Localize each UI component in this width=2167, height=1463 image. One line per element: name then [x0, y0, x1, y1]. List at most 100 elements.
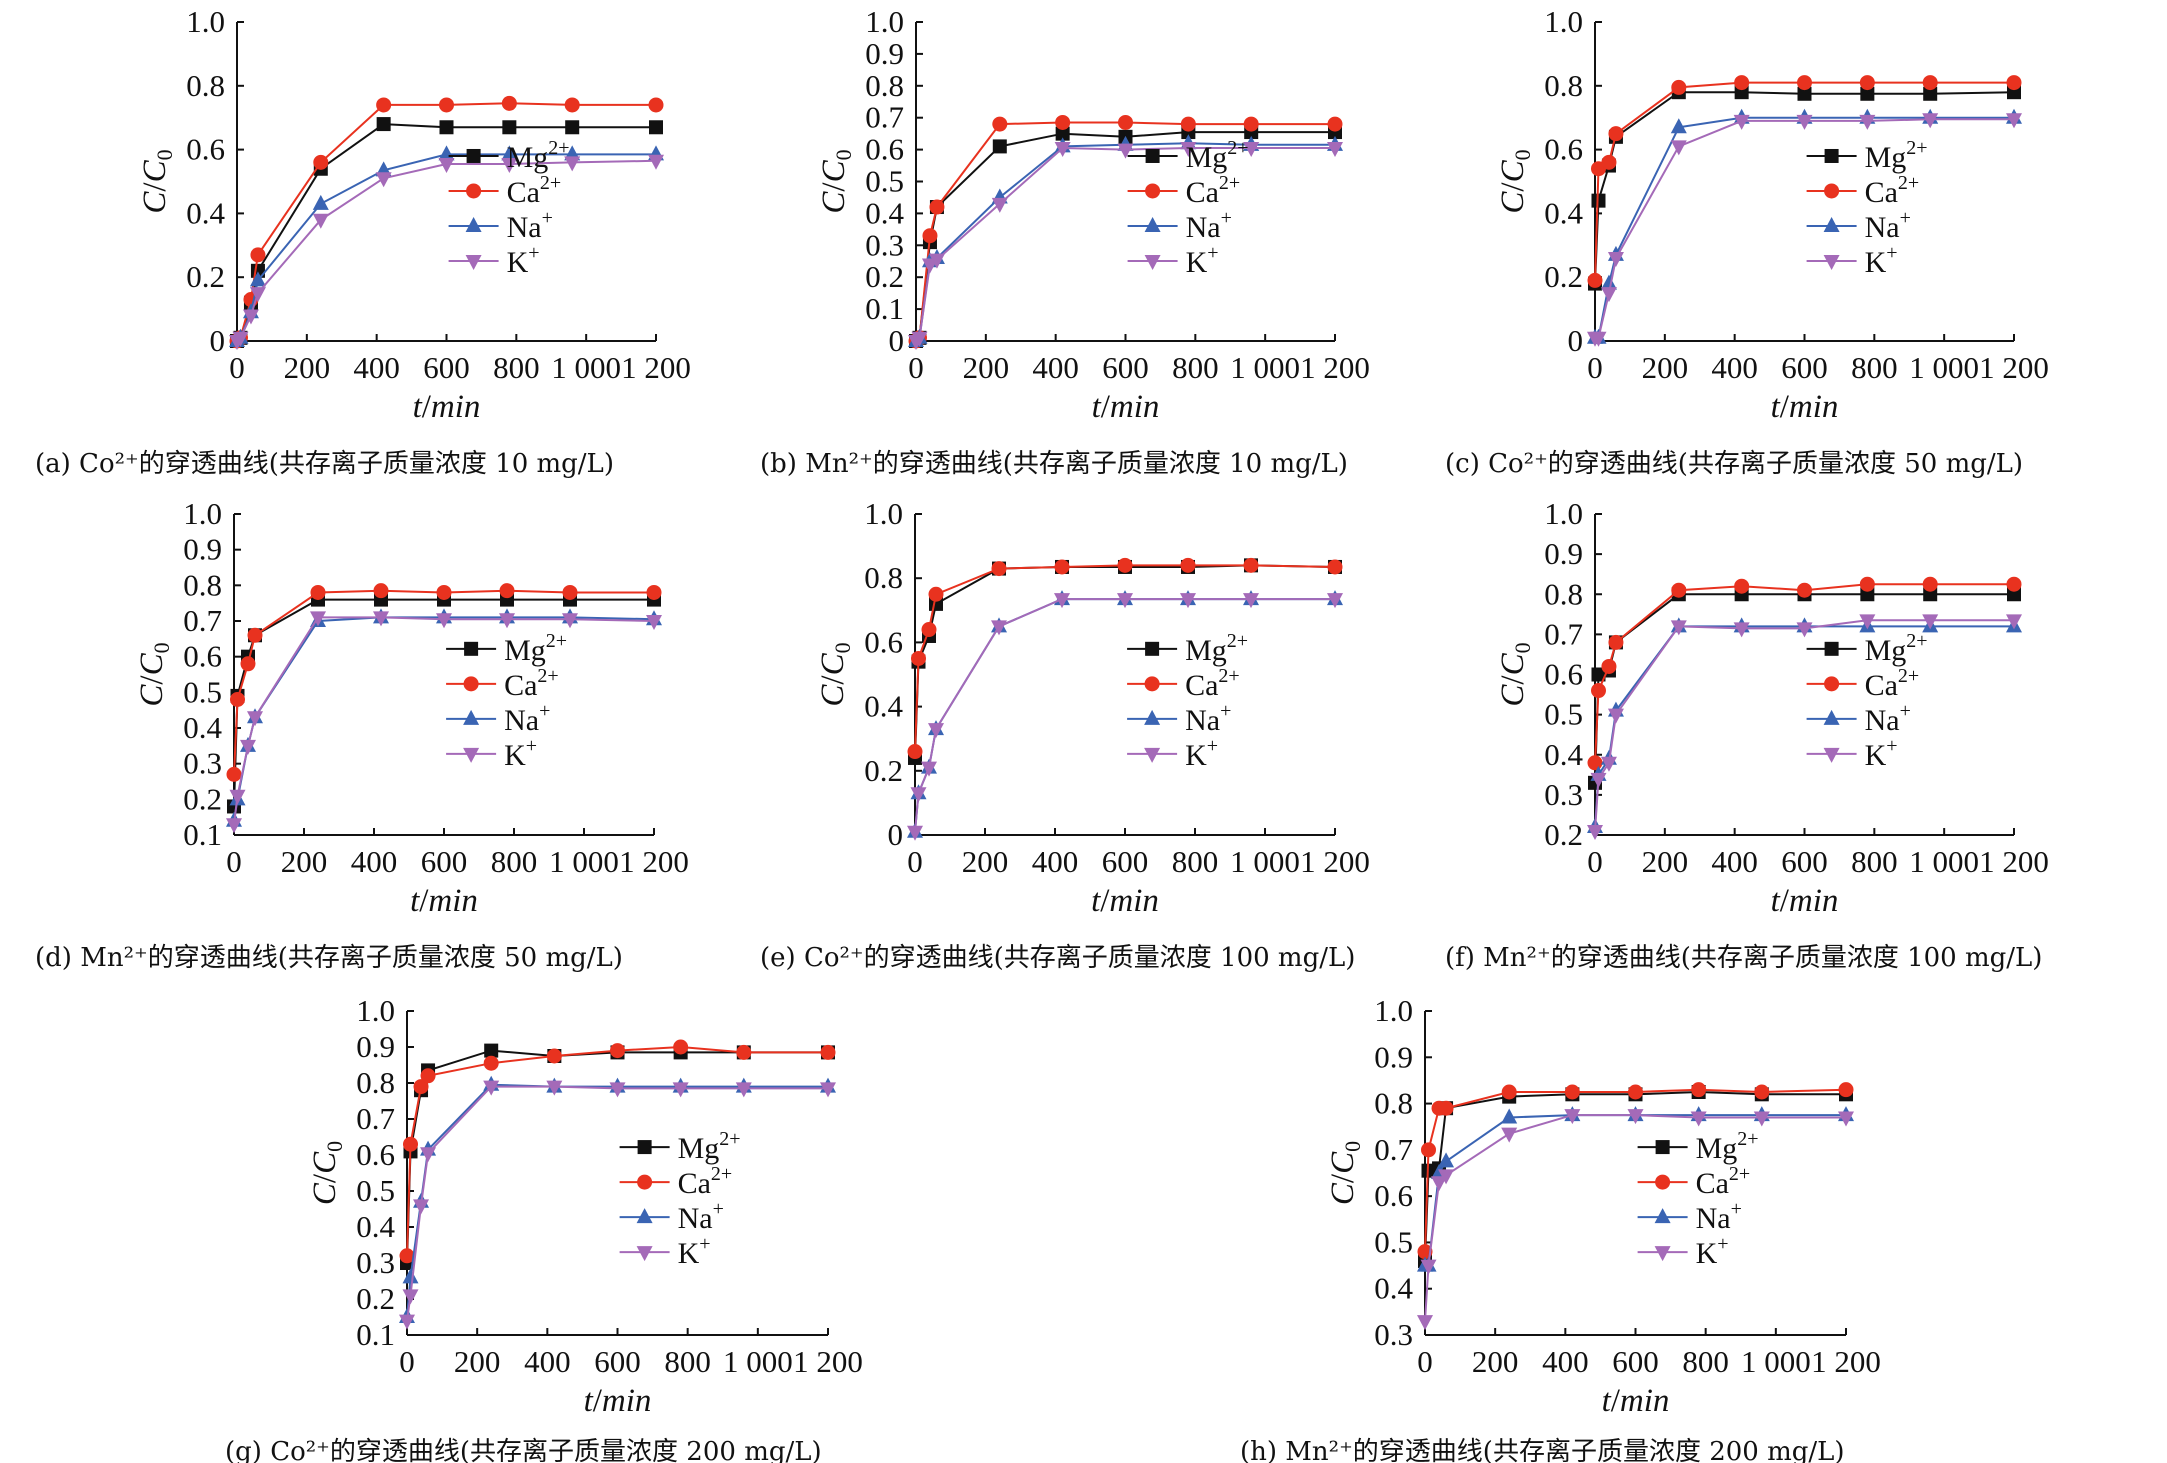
legend-marker-ca	[1824, 183, 1840, 199]
x-axis-label: t/min	[413, 389, 481, 425]
data-point-k	[240, 739, 256, 755]
x-axis-label: t/min	[410, 883, 478, 919]
series-line-mg	[233, 598, 654, 807]
legend-label-k: K+	[1186, 242, 1219, 279]
y-tick-label: 0.8	[1544, 68, 1583, 103]
data-point-k	[1753, 1111, 1770, 1127]
x-tick-label: 0	[399, 1344, 415, 1379]
data-point-ca	[1838, 1082, 1854, 1098]
data-point-ca	[1438, 1100, 1454, 1116]
legend-label-mg: Mg2+	[507, 137, 570, 174]
data-point-k	[1054, 593, 1070, 609]
data-point-k	[310, 611, 326, 627]
panel-caption: (h) Mn²⁺的穿透曲线(共存离子质量浓度 200 mg/L)	[1240, 1437, 1845, 1463]
x-tick-label: 600	[594, 1344, 641, 1379]
series-line-mg	[915, 131, 1335, 342]
data-point-k	[1733, 114, 1750, 130]
legend-label-ca: Ca2+	[1185, 665, 1240, 702]
data-point-ca	[1180, 116, 1196, 132]
data-point-na	[501, 145, 518, 161]
data-point-k	[232, 331, 249, 347]
legend-label-k: K+	[678, 1233, 711, 1270]
series-line-mg	[1594, 91, 2015, 284]
series-line-ca	[236, 102, 656, 342]
data-point-mg	[484, 1043, 499, 1058]
data-point-ca	[403, 1136, 419, 1152]
data-point-k	[820, 1082, 836, 1098]
y-tick-label: 0.8	[865, 68, 904, 103]
y-tick-label: 0.1	[183, 817, 222, 852]
data-point-ca	[436, 584, 452, 600]
panel-h: 0.3 0.4 0.5 0.6 0.7 0.8 0.9 1.0 0 200 400 600 800 1 0…	[1240, 993, 1881, 1463]
y-axis-label: C/C0	[1325, 1141, 1365, 1205]
y-axis-label: C/C0	[137, 149, 177, 213]
data-point-ca	[1243, 557, 1259, 573]
legend-label-mg: Mg2+	[1865, 137, 1928, 174]
x-tick-label: 800	[1172, 844, 1219, 879]
x-axis-label: t/min	[1602, 1383, 1670, 1419]
data-point-ca	[1754, 1084, 1770, 1100]
series-line-k	[1424, 1114, 1846, 1322]
data-point-k	[928, 723, 944, 739]
series-line-k	[915, 146, 1335, 342]
y-tick-label: 0	[210, 323, 226, 358]
legend-marker-mg	[1145, 148, 1160, 163]
y-tick-label: 1.0	[1374, 993, 1413, 1028]
data-point-ca	[1118, 114, 1133, 130]
data-point-ca	[483, 1055, 499, 1071]
y-tick-label: 0.8	[186, 68, 225, 103]
data-point-k	[226, 818, 242, 834]
data-point-ca	[929, 199, 945, 215]
y-tick-label: 0.9	[865, 36, 904, 71]
legend-marker-mg	[1655, 1140, 1670, 1155]
legend-marker-na	[1144, 709, 1161, 725]
legend-label-na: Na+	[1865, 207, 1911, 244]
data-point-k	[2006, 614, 2022, 630]
y-tick-label: 0.2	[186, 259, 225, 294]
data-point-ca	[1601, 154, 1617, 170]
x-tick-label: 200	[963, 350, 1010, 385]
y-tick-label: 0.4	[1374, 1271, 1413, 1306]
legend-marker-k	[465, 254, 482, 270]
y-tick-label: 0.6	[183, 639, 222, 674]
legend-label-mg: Mg2+	[1185, 630, 1248, 667]
x-tick-label: 1 200	[619, 844, 689, 879]
x-tick-label: 400	[1032, 350, 1079, 385]
legend-label-na: Na+	[507, 207, 553, 244]
legend-label-ca: Ca2+	[1865, 172, 1920, 209]
y-tick-label: 0.6	[864, 624, 903, 659]
legend-label-k: K+	[504, 735, 537, 772]
data-point-k	[375, 172, 392, 188]
legend-marker-ca	[466, 183, 482, 199]
legend-label-na: Na+	[1186, 207, 1232, 244]
y-tick-label: 0.4	[186, 195, 225, 230]
data-point-k	[1627, 1109, 1644, 1125]
legend-label-k: K+	[1865, 735, 1898, 772]
data-point-ca	[648, 97, 664, 113]
x-tick-label: 800	[493, 350, 540, 385]
legend-marker-ca	[1655, 1174, 1671, 1190]
y-axis-label: C/C0	[134, 642, 174, 706]
legend-marker-ca	[463, 676, 479, 692]
x-tick-label: 1 200	[793, 1344, 863, 1379]
y-tick-label: 0.3	[1544, 777, 1583, 812]
data-point-mg	[376, 117, 391, 132]
data-point-ca	[1608, 634, 1624, 650]
legend-marker-k	[1823, 747, 1840, 763]
legend-label-na: Na+	[1865, 700, 1911, 737]
legend-label-mg: Mg2+	[678, 1128, 741, 1165]
data-point-ca	[373, 583, 389, 599]
data-point-ca	[1243, 116, 1259, 132]
y-tick-label: 0.2	[183, 781, 222, 816]
data-point-na	[402, 1268, 419, 1284]
panel-a: 0 0.2 0.4 0.6 0.8 1.0 0 200 400 600 800 1 000 1 200 t…	[35, 4, 691, 479]
data-point-ca	[1327, 116, 1343, 132]
x-tick-label: 1 000	[1230, 350, 1300, 385]
legend-marker-mg	[466, 148, 481, 163]
x-tick-label: 400	[353, 350, 400, 385]
y-tick-label: 0.8	[864, 560, 903, 595]
y-tick-label: 0.7	[1544, 616, 1583, 651]
data-point-k	[1054, 142, 1071, 158]
panel-d: 0.10.20.30.40.50.60.70.80.91.0 0 200 400 600…	[35, 496, 689, 973]
